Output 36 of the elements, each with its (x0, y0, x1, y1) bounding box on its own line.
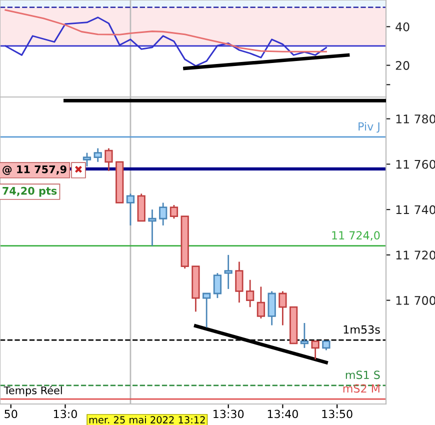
candlestick (268, 290, 276, 326)
annotation: Temps Réel (4, 386, 62, 396)
line-series (4, 9, 327, 52)
candlestick (322, 340, 330, 351)
ref-line-label: mS2 M (343, 384, 380, 393)
candlestick (213, 272, 222, 299)
ref-line-label: 11 724,0 (332, 231, 380, 241)
ref-line-label: mer. 25 mai 2022 13:12 (89, 416, 205, 424)
candlestick (300, 322, 309, 349)
y-tick-label: 40 (396, 22, 410, 32)
annotation: ✖ (75, 166, 82, 173)
x-tick-label: 50 (4, 410, 18, 418)
x-tick-label: 13:40 (268, 410, 298, 418)
candlestick (126, 192, 135, 226)
ref-line-label: Piv J (358, 122, 380, 133)
ref-line-label: 1m53s (344, 325, 380, 334)
x-tick-label: 13:30 (214, 410, 244, 418)
candlestick (224, 254, 232, 290)
candlestick (235, 261, 244, 304)
candlestick (256, 286, 266, 320)
candlestick (148, 208, 156, 247)
candlestick (311, 340, 320, 360)
candlestick (170, 204, 178, 220)
candlestick (82, 152, 92, 168)
annotation: @ 11 757,9 (2, 165, 66, 175)
candlestick (104, 148, 113, 172)
ref-line-label: mS1 S (346, 370, 380, 380)
candlestick (159, 202, 168, 226)
candlestick (202, 292, 211, 328)
y-tick-label: 20 (396, 61, 410, 70)
x-tick-label: 13:0 (54, 410, 77, 418)
candlestick (94, 148, 102, 163)
annotation: 74,20 pts (2, 186, 57, 197)
x-tick-label: 13:50 (322, 410, 352, 418)
candlestick (278, 290, 287, 326)
candlestick (246, 279, 254, 308)
